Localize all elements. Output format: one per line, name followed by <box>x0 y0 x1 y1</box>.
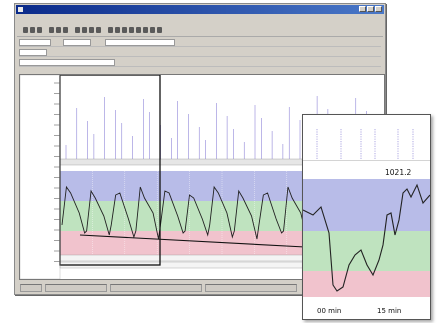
toolbar-button[interactable] <box>49 27 54 33</box>
zoom-readout-strip <box>303 161 430 179</box>
maximize-icon[interactable] <box>367 6 374 12</box>
close-icon[interactable] <box>375 6 382 12</box>
zoom-spikes <box>316 129 414 159</box>
y-axis-ticks <box>54 82 60 262</box>
window-controls <box>359 6 382 12</box>
status-bar <box>17 283 383 292</box>
toolbar-button[interactable] <box>63 27 68 33</box>
zoom-trace <box>303 183 430 292</box>
toolbar-button[interactable] <box>157 27 162 33</box>
status-cell <box>20 283 42 292</box>
toolbar-button[interactable] <box>108 27 113 33</box>
info-row-3 <box>19 58 381 67</box>
info-row-1 <box>19 38 381 47</box>
toolbar-button[interactable] <box>129 27 134 33</box>
status-cell <box>45 283 107 292</box>
info-field[interactable] <box>63 38 91 46</box>
toolbar-button[interactable] <box>136 27 141 33</box>
title-bar <box>16 5 384 14</box>
info-field[interactable] <box>105 38 175 46</box>
info-field[interactable] <box>19 48 47 56</box>
toolbar-button[interactable] <box>96 27 101 33</box>
minimize-icon[interactable] <box>359 6 366 12</box>
status-cell <box>110 283 202 292</box>
toolbar-button[interactable] <box>82 27 87 33</box>
toolbar-button[interactable] <box>122 27 127 33</box>
y-axis-panel <box>20 75 61 279</box>
zoom-panel: 1021.2 00 min 15 min <box>302 114 431 320</box>
toolbar-button[interactable] <box>143 27 148 33</box>
zoom-time-label-1: 00 min <box>317 307 341 315</box>
zoom-time-label-2: 15 min <box>377 307 401 315</box>
zoom-upper-area <box>303 115 430 161</box>
zoom-band-top <box>303 179 430 231</box>
info-field[interactable] <box>19 38 51 46</box>
status-cell <box>205 283 297 292</box>
app-icon <box>18 7 23 12</box>
toolbar-button[interactable] <box>89 27 94 33</box>
toolbar-button[interactable] <box>37 27 42 33</box>
zoom-band-low <box>303 271 430 297</box>
toolbar-button[interactable] <box>56 27 61 33</box>
zoom-time-axis <box>303 297 430 319</box>
zoom-plot: 1021.2 00 min 15 min <box>303 115 430 319</box>
zoom-readout: 1021.2 <box>385 168 411 177</box>
toolbar <box>17 24 383 37</box>
menu-bar <box>17 15 383 23</box>
toolbar-button[interactable] <box>75 27 80 33</box>
info-field[interactable] <box>19 58 115 66</box>
arrow-icon-shaft <box>79 234 306 248</box>
toolbar-button[interactable] <box>30 27 35 33</box>
toolbar-button[interactable] <box>150 27 155 33</box>
toolbar-button[interactable] <box>115 27 120 33</box>
toolbar-button[interactable] <box>23 27 28 33</box>
info-row-2 <box>19 48 381 57</box>
